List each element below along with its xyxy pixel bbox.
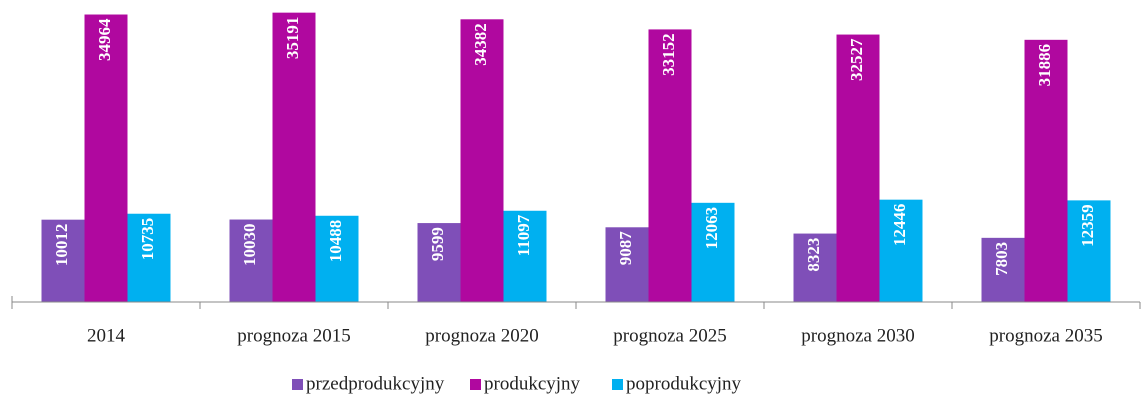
bar [84, 14, 128, 303]
bar [836, 34, 880, 302]
bar [229, 219, 273, 302]
data-label: 35191 [283, 17, 302, 60]
bar [503, 210, 547, 302]
data-label: 34964 [95, 18, 114, 61]
bar [981, 237, 1025, 302]
bar [41, 219, 85, 302]
bar [879, 199, 923, 302]
bar [605, 227, 649, 302]
data-label: 10735 [138, 218, 157, 260]
x-tick-label: prognoza 2015 [237, 325, 350, 346]
data-label: 8323 [804, 238, 823, 272]
data-label: 32527 [847, 38, 866, 81]
data-label: 12446 [890, 204, 909, 247]
legend-label: poprodukcyjny [626, 373, 742, 394]
x-tick-label: prognoza 2030 [801, 325, 914, 346]
data-label: 31886 [1035, 44, 1054, 86]
data-label: 33152 [659, 33, 678, 75]
x-tick-label: prognoza 2025 [613, 325, 726, 346]
data-label: 10488 [326, 220, 345, 262]
bar [460, 19, 504, 302]
x-tick-label: prognoza 2020 [425, 325, 538, 346]
legend-swatch [292, 379, 303, 390]
bar [648, 29, 692, 302]
data-label: 10012 [52, 224, 71, 267]
data-label: 11097 [514, 214, 533, 256]
bar [417, 223, 461, 302]
bar [793, 233, 837, 302]
data-label: 10030 [240, 224, 259, 267]
bar [1067, 200, 1111, 302]
bar [272, 12, 316, 303]
legend-swatch [470, 379, 481, 390]
data-label: 9087 [616, 231, 635, 266]
bar [315, 215, 359, 302]
data-label: 9599 [428, 227, 447, 261]
bar [127, 213, 171, 302]
legend-label: przedprodukcyjny [306, 373, 445, 394]
legend-swatch [612, 379, 623, 390]
x-tick-label: 2014 [87, 325, 126, 346]
bar [1024, 39, 1068, 302]
data-label: 34382 [471, 23, 490, 66]
x-tick-label: prognoza 2035 [989, 325, 1102, 346]
data-label: 12063 [702, 207, 721, 250]
legend-label: produkcyjny [484, 373, 581, 394]
bar [691, 202, 735, 302]
data-label: 12359 [1078, 204, 1097, 247]
data-label: 7803 [992, 242, 1011, 276]
